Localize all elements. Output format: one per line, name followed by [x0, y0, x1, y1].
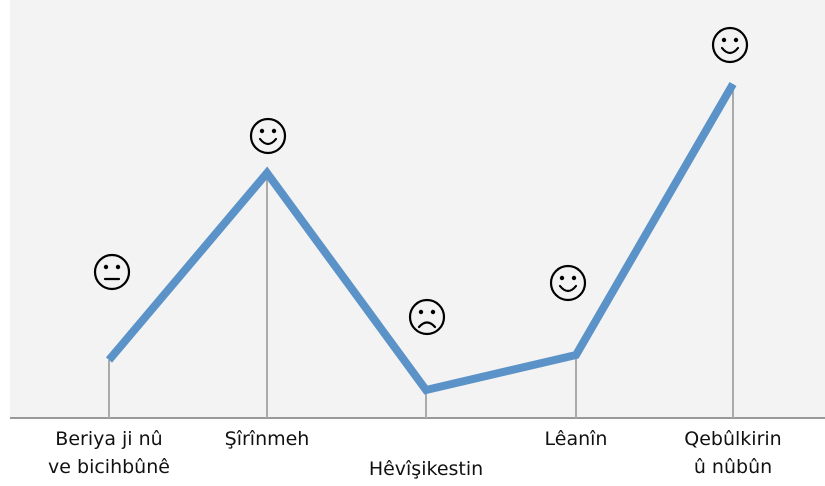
stage-label: û nûbûn	[694, 456, 772, 478]
stage-label: Hêvîşikestin	[369, 458, 483, 480]
happy-face	[549, 264, 587, 302]
stage-label: Beriya ji nû	[55, 428, 162, 450]
stems	[108, 84, 734, 418]
journey-line	[105, 81, 737, 395]
stage-label: ve bicihbûnê	[48, 456, 170, 478]
background	[10, 0, 825, 418]
neutral-face	[93, 253, 131, 291]
stage-label: Lêanîn	[545, 428, 608, 450]
stage-label: Şîrînmeh	[225, 428, 310, 450]
sad-face	[408, 298, 446, 336]
happy-face	[711, 26, 749, 64]
stage-label: Qebûlkirin	[684, 428, 781, 450]
happy-face	[249, 117, 287, 155]
